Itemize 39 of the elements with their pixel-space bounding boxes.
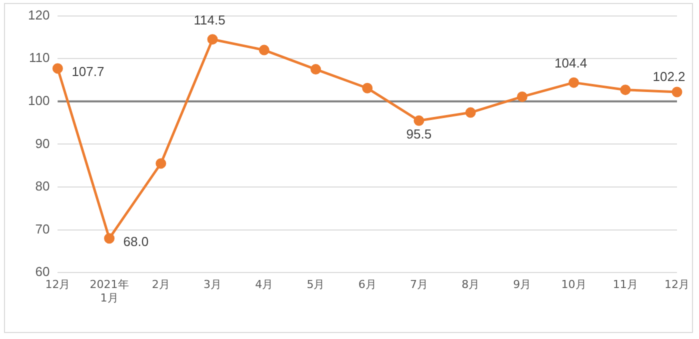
point [104, 233, 115, 244]
y-tick-label: 90 [35, 136, 50, 151]
point [568, 77, 580, 88]
data-label: 102.2 [652, 69, 686, 84]
x-tick-label: 3月 [204, 278, 222, 292]
x-tick-label: 6月 [358, 278, 376, 292]
point [516, 91, 528, 102]
y-tick-label: 100 [28, 92, 50, 108]
y-tick-label: 70 [35, 221, 50, 236]
point [414, 115, 424, 126]
data-label: 95.5 [406, 126, 432, 142]
point [310, 64, 321, 75]
x-tick-label: 5月 [306, 278, 325, 292]
point [465, 107, 476, 118]
data-label: 104.4 [554, 56, 588, 71]
x-tick-label: 12月 [45, 278, 70, 292]
x-tick-label: 12月 [664, 278, 690, 292]
x-tick-label: 2月 [152, 278, 170, 292]
x-tick-label: 2021年 1月 [90, 278, 129, 304]
data-label: 68.0 [123, 234, 149, 249]
x-tick-label: 9月 [513, 278, 532, 292]
point [156, 158, 166, 169]
x-tick-label: 4月 [255, 278, 274, 292]
point [672, 86, 682, 98]
point [207, 34, 218, 45]
data-label: 114.5 [194, 12, 226, 28]
point [620, 84, 631, 96]
y-tick-label: 60 [35, 264, 50, 280]
data-label: 107.7 [72, 64, 104, 80]
x-tick-label: 11月 [612, 278, 638, 292]
y-tick-label: 110 [28, 50, 50, 66]
x-tick-label: 8月 [462, 278, 480, 292]
point [52, 63, 63, 74]
y-tick-label: 80 [35, 178, 50, 194]
x-tick-label: 7月 [410, 278, 428, 292]
point [362, 82, 373, 94]
y-tick-label: 120 [28, 7, 50, 22]
x-tick-label: 10月 [561, 278, 586, 292]
point [258, 44, 270, 56]
